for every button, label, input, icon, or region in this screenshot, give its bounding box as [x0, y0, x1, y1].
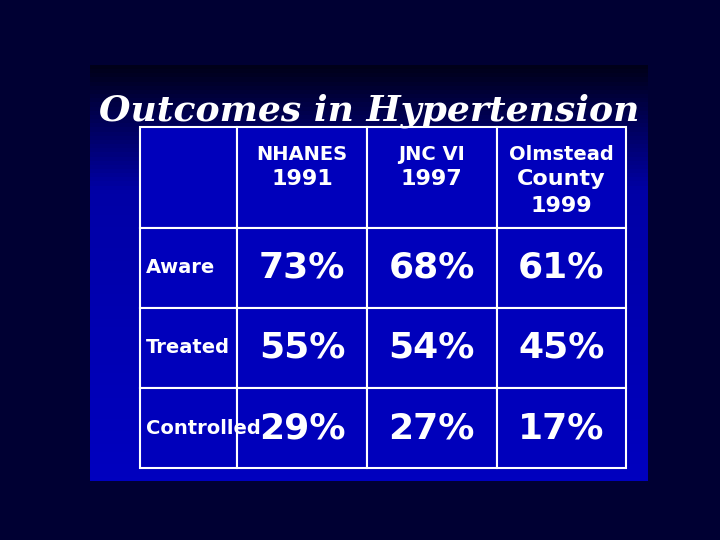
Bar: [238, 308, 367, 388]
Text: Aware: Aware: [145, 258, 215, 278]
Text: 17%: 17%: [518, 411, 605, 445]
Text: Controlled: Controlled: [145, 418, 261, 437]
Bar: [497, 228, 626, 308]
Text: Treated: Treated: [145, 339, 230, 357]
Text: 1997: 1997: [401, 170, 463, 190]
Bar: [140, 388, 238, 468]
Bar: [238, 127, 367, 228]
Text: 54%: 54%: [389, 331, 475, 365]
Text: 61%: 61%: [518, 251, 605, 285]
Bar: [367, 228, 497, 308]
Bar: [367, 308, 497, 388]
Bar: [238, 388, 367, 468]
Text: 1999: 1999: [531, 195, 592, 215]
Bar: [238, 228, 367, 308]
Text: 73%: 73%: [259, 251, 346, 285]
Text: NHANES: NHANES: [256, 145, 348, 164]
Bar: [140, 308, 238, 388]
Bar: [140, 127, 238, 228]
Text: 29%: 29%: [259, 411, 346, 445]
Bar: [497, 308, 626, 388]
Text: Olmstead: Olmstead: [509, 145, 613, 164]
Bar: [367, 388, 497, 468]
Text: 1991: 1991: [271, 170, 333, 190]
Bar: [140, 228, 238, 308]
Text: 55%: 55%: [259, 331, 346, 365]
Text: County: County: [517, 170, 606, 190]
Bar: [497, 388, 626, 468]
Text: 45%: 45%: [518, 331, 605, 365]
Text: 27%: 27%: [389, 411, 475, 445]
Text: JNC VI: JNC VI: [398, 145, 465, 164]
Bar: [367, 127, 497, 228]
Text: 68%: 68%: [389, 251, 475, 285]
Bar: [497, 127, 626, 228]
Text: Outcomes in Hypertension: Outcomes in Hypertension: [99, 94, 639, 129]
